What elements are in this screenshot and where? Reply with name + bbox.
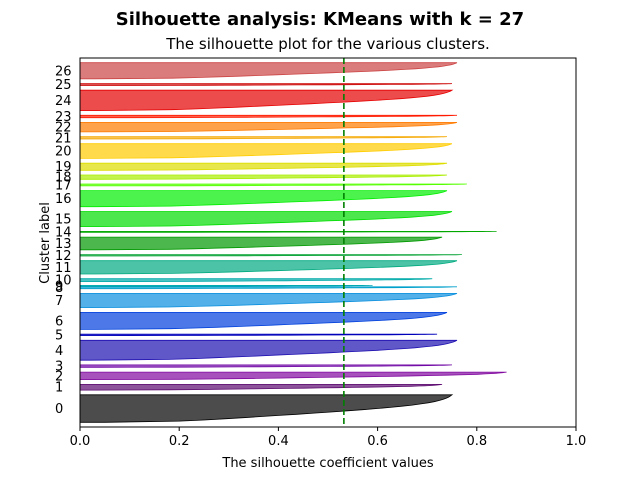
cluster-19-silhouette [79, 162, 448, 171]
cluster-24-silhouette [79, 89, 454, 111]
cluster-3-silhouette [79, 364, 453, 368]
cluster-14-silhouette [79, 231, 497, 233]
cluster-label-26: 26 [55, 64, 72, 79]
cluster-4-silhouette [79, 339, 458, 361]
cluster-20-silhouette [79, 143, 453, 159]
cluster-label-15: 15 [55, 213, 72, 228]
cluster-label-6: 6 [55, 314, 63, 329]
cluster-label-7: 7 [55, 294, 63, 309]
cluster-label-5: 5 [55, 328, 63, 343]
cluster-22-silhouette [79, 122, 458, 133]
cluster-23-silhouette [79, 114, 458, 119]
cluster-label-22: 22 [55, 121, 72, 136]
cluster-1-silhouette [79, 384, 443, 391]
x-tick-label: 0.2 [169, 434, 190, 449]
cluster-label-25: 25 [55, 78, 72, 93]
x-tick-label: 1.0 [566, 434, 587, 449]
cluster-labels: 0123456789101112131415161718192021222324… [55, 64, 72, 417]
cluster-label-23: 23 [55, 110, 72, 125]
cluster-label-20: 20 [55, 145, 72, 160]
cluster-5-silhouette [79, 333, 438, 336]
cluster-16-silhouette [79, 190, 448, 208]
cluster-label-10: 10 [55, 274, 72, 289]
cluster-9-silhouette [79, 285, 373, 287]
axes-frame [79, 57, 577, 428]
x-tick-label: 0.0 [70, 434, 91, 449]
x-tick-label: 0.8 [466, 434, 487, 449]
cluster-label-17: 17 [55, 178, 72, 193]
cluster-label-21: 21 [55, 131, 72, 146]
cluster-label-13: 13 [55, 237, 72, 252]
cluster-label-19: 19 [55, 160, 72, 175]
cluster-8-silhouette [79, 286, 458, 290]
cluster-2-silhouette [79, 371, 507, 380]
cluster-label-2: 2 [55, 369, 63, 384]
cluster-15-silhouette [79, 211, 453, 227]
cluster-26-silhouette [79, 62, 458, 80]
cluster-label-16: 16 [55, 192, 72, 207]
cluster-10-silhouette [79, 278, 433, 282]
x-tick-label: 0.4 [268, 434, 289, 449]
cluster-label-8: 8 [55, 281, 63, 296]
cluster-0-silhouette [79, 394, 454, 423]
cluster-7-silhouette [79, 293, 458, 308]
chart-title: The silhouette plot for the various clus… [165, 35, 490, 53]
cluster-11-silhouette [79, 260, 458, 275]
cluster-13-silhouette [79, 236, 443, 251]
cluster-label-24: 24 [55, 94, 72, 109]
cluster-label-14: 14 [55, 225, 72, 240]
x-axis-label: The silhouette coefficient values [221, 456, 433, 471]
cluster-label-3: 3 [55, 360, 63, 375]
cluster-label-18: 18 [55, 171, 72, 186]
cluster-18-silhouette [79, 174, 448, 180]
cluster-6-silhouette [79, 312, 448, 330]
cluster-label-11: 11 [55, 261, 72, 276]
x-tick-label: 0.6 [367, 434, 388, 449]
plot-area [79, 58, 507, 427]
cluster-label-9: 9 [55, 279, 63, 294]
figure-suptitle: Silhouette analysis: KMeans with k = 27 [116, 9, 524, 30]
cluster-25-silhouette [79, 83, 453, 86]
cluster-17-silhouette [79, 183, 467, 187]
y-axis-label: Cluster label [38, 202, 53, 284]
cluster-21-silhouette [79, 136, 448, 140]
cluster-label-4: 4 [55, 344, 63, 359]
cluster-12-silhouette [79, 254, 462, 257]
x-axis-ticks: 0.0 0.2 0.4 0.6 0.8 1.0 [70, 427, 587, 449]
cluster-label-1: 1 [55, 381, 63, 396]
cluster-label-0: 0 [55, 402, 63, 417]
cluster-label-12: 12 [55, 249, 72, 264]
